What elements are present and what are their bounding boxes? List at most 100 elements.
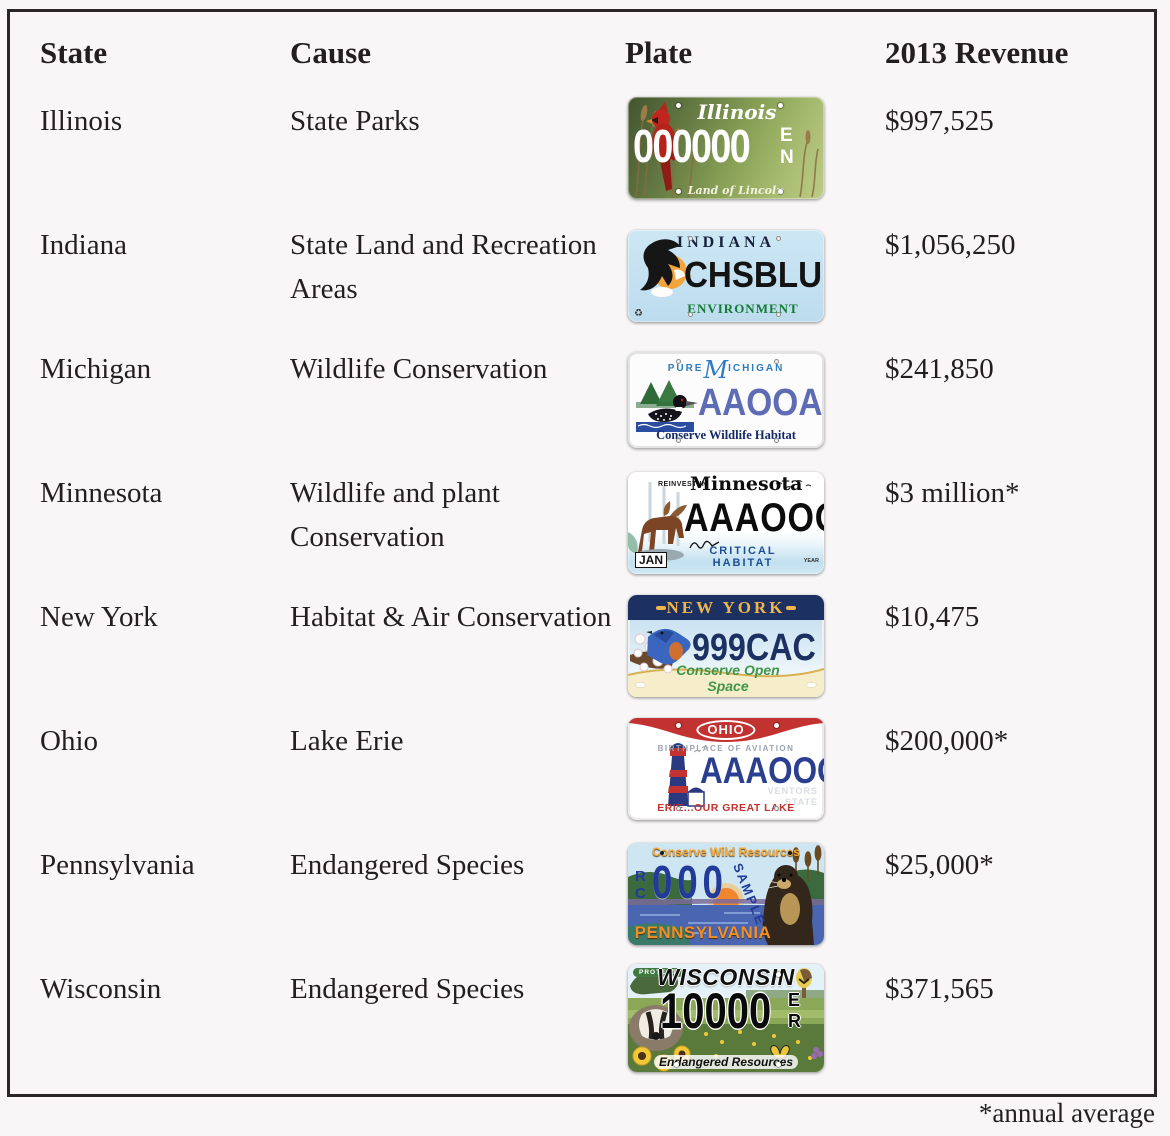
table-frame: State Cause Plate 2013 Revenue Illinois … [7,9,1157,1097]
plate-cell: OHIO BIRTHPLACE OF AVIATION VENTORS STAT… [625,712,885,836]
plate-cell: Conserve Wild Resources RC 000 SAMPLE PE… [625,836,885,960]
screw-hole [688,236,693,241]
plate-serial: 999CAC [692,627,816,669]
plate-cell: NEW YORK 999CAC Conserve Open Space [625,588,885,712]
plate-subtitle: BIRTHPLACE OF AVIATION [657,744,795,753]
eagle-sun-art [640,239,692,297]
plate-cell: PROTECT WISCONSIN 10000 ER Endangered Re… [625,960,885,1084]
plate-state-name: OHIO [696,720,756,740]
minnesota-license-plate: REINVEST IN Minnesota AAAOOO CRITICAL HA… [628,472,824,574]
plate-serial: 000 [652,856,728,908]
michigan-license-plate: PUREMICHIGAN AAOOA Conserve Wildlife Hab… [628,352,824,448]
plate-state-name: WISCONSIN [657,964,795,990]
state-cell: Wisconsin [40,973,162,1005]
plate-slogan: ENVIRONMENT [687,301,799,316]
plate-state-name: Illinois [697,100,777,124]
river-otter-scene-art [628,843,824,945]
header-plate: Plate [625,35,693,70]
plate-suffix: ER [788,990,801,1031]
new-york-license-plate: NEW YORK 999CAC Conserve Open Space [628,595,824,697]
plate-state-name: INDIANA [676,234,776,251]
screw-hole [676,806,681,811]
revenue-cell: $371,565 [885,973,994,1005]
screw-hole [776,1062,781,1067]
license-plate-table: State Cause Plate 2013 Revenue Illinois … [10,12,1154,1084]
wisconsin-license-plate: PROTECT WISCONSIN 10000 ER Endangered Re… [628,964,824,1072]
screw-hole [676,189,681,194]
plate-slogan: Conserve Open Space [676,662,780,694]
faint-background-word: VENTORS [767,786,818,796]
pennsylvania-license-plate: Conserve Wild Resources RC 000 SAMPLE PE… [628,843,824,945]
screw-hole [776,236,781,241]
header-revenue: 2013 Revenue [885,35,1069,70]
state-cell: Michigan [40,353,152,385]
state-cell: Ohio [40,725,98,757]
pure-text: PURE [667,363,704,374]
screw-hole [688,312,693,317]
revenue-cell: $997,525 [885,105,994,137]
cause-cell: Endangered Species [290,849,525,881]
cause-cell: Wildlife Conservation [290,353,548,385]
screw-hole [774,438,779,443]
revenue-cell: $241,850 [885,353,994,385]
month-sticker: JAN [635,552,668,568]
screw-hole [676,359,681,364]
cardinal-grass-art [635,102,819,198]
plate-serial: 10000 [660,983,772,1039]
plate-state-name: PUREMICHIGAN [628,356,824,384]
header-cause: Cause [290,35,371,70]
plate-serial: 000000 [633,120,751,172]
header-state: State [40,35,108,70]
cause-cell: Habitat & Air Conservation [290,601,612,633]
plate-serial: CHSBLU [684,254,822,295]
cause-cell: State Land and Recreation Areas [290,229,597,305]
ichigan-text: ICHIGAN [728,363,785,374]
cause-cell: Lake Erie [290,725,404,757]
revenue-cell: $25,000* [885,849,994,881]
screw-hole [778,103,783,108]
screw-slot [656,606,666,610]
plate-pre-text: REINVEST IN [658,481,708,488]
screw-hole [674,1062,679,1067]
cause-cell: Wildlife and plant Conservation [290,477,500,553]
plate-slogan: CRITICAL HABITAT [709,545,777,569]
plate-serial: AAAOOO [684,496,824,540]
plate-suffix: EN [780,125,794,168]
plate-serial: AAAOOO [700,750,824,791]
state-cell: Pennsylvania [40,849,195,881]
plate-cell: REINVEST IN Minnesota AAAOOO CRITICAL HA… [625,464,885,588]
revenue-cell: $1,056,250 [885,229,1016,261]
separator-dot [788,851,792,855]
screw-hole [776,312,781,317]
cause-cell: State Parks [290,105,420,137]
screw-hole [774,806,779,811]
revenue-cell: $200,000* [885,725,1009,757]
plate-state-name: Minnesota [690,473,803,495]
script-m: M [703,356,729,384]
cause-cell: Endangered Species [290,973,525,1005]
screw-hole [776,972,781,977]
state-cell: Minnesota [40,477,163,509]
plate-slogan: Land of Lincoln [687,184,785,197]
screw-slot [786,606,796,610]
plate-prefix: RC [635,868,646,902]
screw-hole [676,103,681,108]
recycle-icon: ♻ [634,308,643,319]
separator-dot [660,851,664,855]
protect-badge: PROTECT [633,968,684,977]
screw-hole [774,723,779,728]
screw-hole [676,438,681,443]
plate-slogan: Endangered Resources [654,1055,798,1069]
state-cell: Illinois [40,105,123,137]
plate-slogan: Conserve Wildlife Habitat [656,428,796,442]
year-label: YEAR [803,558,819,564]
loon-habitat-art [636,380,698,432]
indiana-license-plate: INDIANA CHSBLU ENVIRONMENT ♻ [628,230,824,322]
plate-state-name: NEW YORK [666,598,786,617]
screw-hole [676,723,681,728]
annual-average-footnote: *annual average [978,1098,1155,1128]
screw-slot [636,683,645,687]
plate-slogan: ERIE...OUR GREAT LAKE [657,802,795,814]
plate-state-name: PENNSYLVANIA [634,923,772,942]
revenue-cell: $10,475 [885,601,980,633]
